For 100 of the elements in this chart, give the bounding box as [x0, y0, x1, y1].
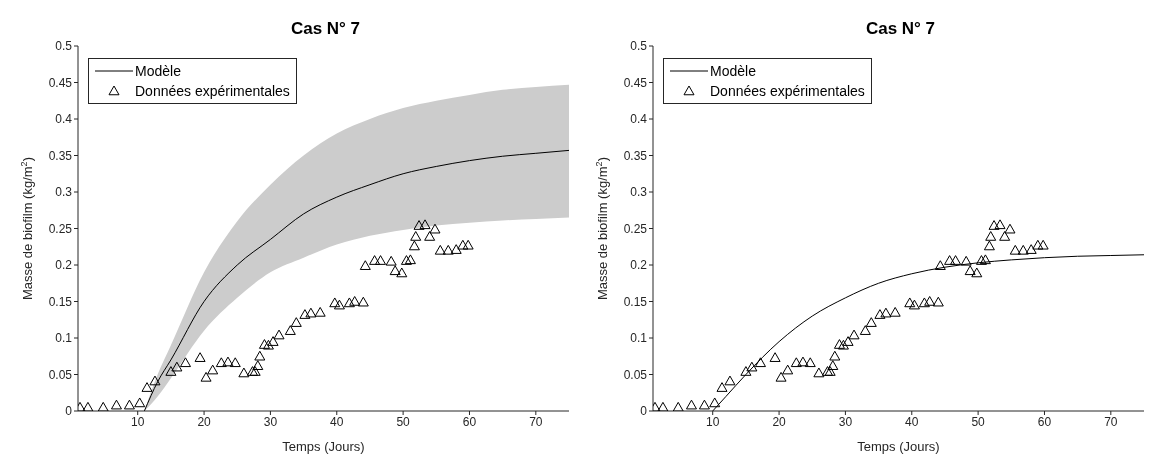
point [357, 296, 369, 307]
point [258, 339, 270, 349]
point [754, 357, 766, 368]
point [408, 240, 420, 251]
x-tick-label: 60 [462, 414, 477, 429]
point [698, 399, 710, 410]
point [999, 231, 1011, 241]
x-tick-label: 10 [131, 414, 145, 429]
point [375, 255, 387, 265]
point [1004, 223, 1016, 234]
point [229, 357, 241, 368]
point [207, 364, 219, 375]
point [389, 265, 401, 276]
y-tick-label: 0.5 [55, 39, 73, 54]
y-tick-label: 0.15 [48, 294, 73, 309]
point [284, 325, 296, 335]
x-tick-label: 70 [1104, 414, 1118, 429]
point [238, 367, 250, 378]
point [329, 297, 341, 308]
x-tick-label: 60 [1037, 414, 1052, 429]
y-tick-label: 0.2 [55, 258, 73, 273]
point [149, 375, 161, 386]
point [932, 296, 944, 307]
point [442, 244, 454, 255]
point [369, 255, 381, 265]
x-axis-title: Temps (Jours) [857, 439, 940, 454]
point [314, 306, 326, 317]
point [179, 357, 191, 368]
point [400, 255, 412, 265]
point [97, 401, 109, 411]
x-tick-label: 30 [263, 414, 278, 429]
point [724, 375, 736, 386]
point [333, 299, 345, 310]
y-tick-label: 0.4 [55, 112, 73, 127]
point [988, 220, 1000, 230]
x-tick-label: 10 [706, 414, 720, 429]
point [880, 307, 892, 318]
point [254, 350, 266, 361]
point [385, 255, 397, 266]
x-axis-title: Temps (Jours) [282, 439, 365, 454]
point [859, 325, 871, 335]
point [349, 296, 361, 306]
point [123, 399, 135, 410]
point [359, 260, 371, 270]
point [716, 382, 728, 392]
point [804, 357, 816, 368]
point [775, 371, 787, 382]
point [848, 329, 860, 340]
point [434, 244, 446, 255]
point [1037, 239, 1049, 250]
y-tick-label: 0.45 [48, 75, 73, 90]
point [971, 267, 983, 278]
point [252, 360, 264, 370]
point [1025, 244, 1037, 254]
x-tick-label: 50 [971, 414, 986, 429]
point [983, 240, 995, 251]
point [290, 317, 302, 327]
x-tick-label: 20 [772, 414, 787, 429]
point [833, 339, 845, 349]
point [829, 350, 841, 361]
x-tick-label: 40 [905, 414, 919, 429]
point [790, 357, 802, 368]
point [419, 219, 431, 230]
point [975, 255, 987, 265]
point [672, 401, 684, 411]
point [934, 260, 946, 270]
point [343, 297, 355, 308]
point [215, 357, 227, 368]
point [141, 382, 153, 392]
point [194, 352, 206, 362]
legend-label: Modèle [135, 62, 181, 81]
point [865, 317, 877, 327]
point [924, 296, 936, 306]
y-tick-label: 0.45 [623, 75, 648, 90]
point [1017, 244, 1029, 255]
point [985, 231, 997, 241]
y-tick-label: 0.4 [630, 112, 648, 127]
chart-title: Cas N° 7 [865, 19, 936, 38]
y-tick-label: 0.3 [55, 185, 73, 200]
legend-label: Données expérimentales [710, 82, 865, 101]
point [837, 339, 849, 350]
point [842, 336, 854, 346]
x-tick-label: 70 [529, 414, 543, 429]
point [404, 254, 416, 265]
y-tick-label: 0 [640, 404, 648, 419]
point [82, 401, 94, 411]
point [746, 361, 758, 372]
y-tick-label: 0.3 [630, 185, 648, 200]
point [979, 254, 991, 265]
y-tick-label: 0.05 [48, 367, 73, 382]
x-tick-label: 30 [838, 414, 853, 429]
y-tick-label: 0.25 [48, 221, 73, 236]
point [944, 255, 956, 265]
point [1009, 244, 1021, 255]
point [450, 244, 462, 254]
point [874, 309, 886, 319]
point [918, 297, 930, 308]
point [950, 255, 962, 265]
point [657, 401, 669, 411]
y-tick-label: 0.15 [623, 294, 648, 309]
